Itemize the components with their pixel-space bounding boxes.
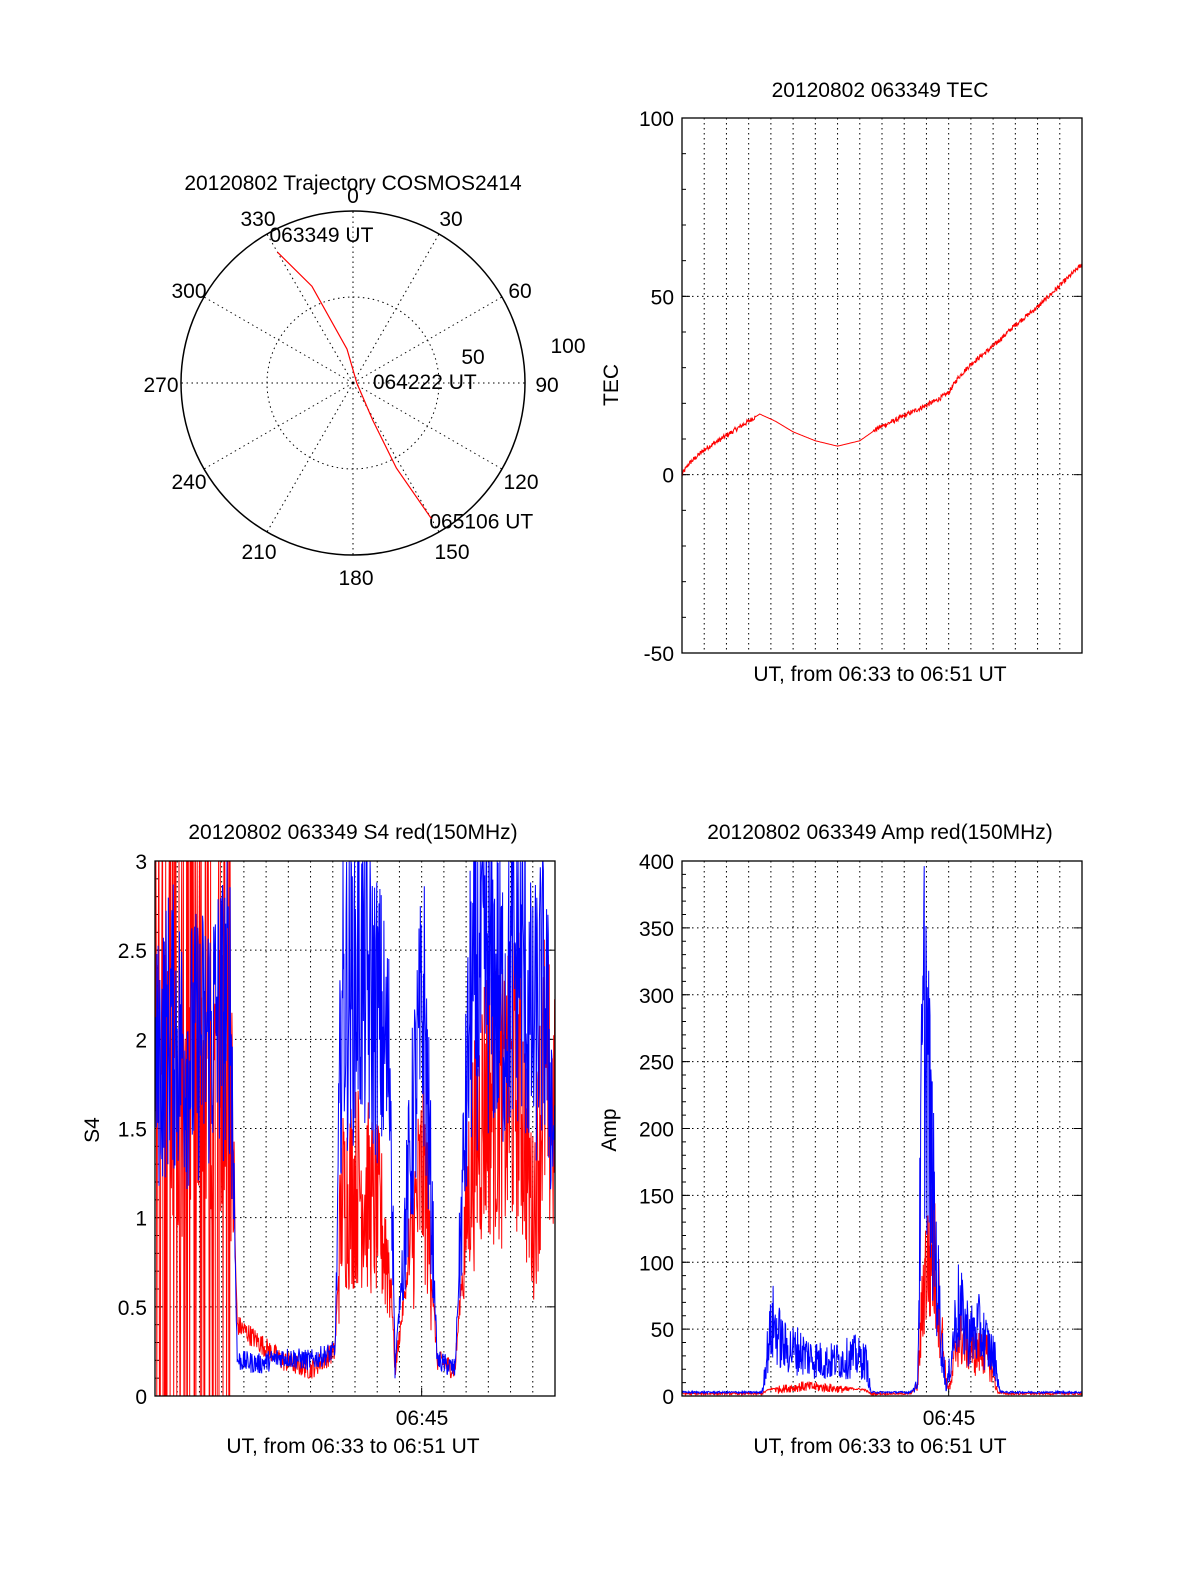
polar-spoke-240 [203,382,354,470]
polar-radial-label-100: 100 [550,335,585,358]
polar-radial-label-50: 50 [461,346,484,369]
s4-xtick-label: 06:45 [396,1407,449,1430]
s4-ytick-label-2.5: 2.5 [118,940,147,963]
s4-panel: 20120802 063349 S4 red(150MHz) 0 0.5 1 1.5 2… [81,821,556,1458]
s4-xlabel: UT, from 06:33 to 06:51 UT [226,1435,479,1458]
tec-ytick-label--50: -50 [644,643,674,666]
polar-azimuth-label-330: 330 [240,208,275,231]
amp-ytick-label-150: 150 [639,1185,674,1208]
amp-ytick-label-350: 350 [639,918,674,941]
amp-plot-frame [681,860,1083,1397]
tec-plot-frame [681,117,1083,654]
amp-ytick-label-400: 400 [639,851,674,874]
s4-ylabel: S4 [81,1117,104,1143]
polar-spoke-300 [203,296,354,384]
s4-ytick-label-1.5: 1.5 [118,1119,147,1142]
polar-azimuth-label-60: 60 [508,280,531,303]
trajectory-label-065106: 065106 UT [429,511,533,534]
polar-azimuth-label-300: 300 [171,280,206,303]
amp-ytick-label-0: 0 [662,1386,674,1409]
s4-ytick-label-3: 3 [135,851,147,874]
polar-spoke-30 [352,233,440,384]
polar-spoke-150 [352,382,440,533]
amp-ytick-label-300: 300 [639,985,674,1008]
amp-xlabel: UT, from 06:33 to 06:51 UT [753,1435,1006,1458]
tec-series-line [681,263,1083,477]
amp-ytick-label-250: 250 [639,1052,674,1075]
tec-panel: 20120802 063349 TEC -50 0 50 100 TEC UT, fr… [600,79,1083,686]
polar-title: 20120802 Trajectory COSMOS2414 [184,172,522,195]
tec-xlabel: UT, from 06:33 to 06:51 UT [753,663,1006,686]
polar-spoke-330 [266,233,354,384]
tec-ytick-label-50: 50 [651,286,674,309]
amp-ytick-label-100: 100 [639,1252,674,1275]
polar-azimuth-label-30: 30 [439,208,462,231]
amp-ytick-label-200: 200 [639,1119,674,1142]
trajectory-track [277,251,432,520]
s4-plot-frame [154,860,556,1397]
trajectory-label-064222: 064222 UT [373,371,477,394]
amp-blue-series-line [681,866,1083,1396]
polar-azimuth-label-180: 180 [338,567,373,590]
polar-azimuth-label-270: 270 [143,374,178,397]
amp-ytick-label-50: 50 [651,1319,674,1342]
s4-ytick-label-0: 0 [135,1386,147,1409]
polar-spoke-210 [266,382,354,533]
tec-title: 20120802 063349 TEC [772,79,989,102]
trajectory-polar-panel: 20120802 Trajectory COSMOS2414 0 30 60 90 12… [143,172,585,590]
s4-blue-series-line [154,860,556,1379]
amp-xtick-label: 06:45 [923,1407,976,1430]
tec-ylabel: TEC [600,364,623,406]
amp-ylabel: Amp [598,1108,621,1151]
polar-azimuth-label-150: 150 [434,541,469,564]
polar-azimuth-label-0: 0 [347,185,359,208]
polar-azimuth-label-90: 90 [535,374,558,397]
polar-spoke-60 [352,296,503,384]
amp-panel: 20120802 063349 Amp red(150MHz) 0 50 100 15… [598,821,1083,1458]
polar-spoke-120 [352,382,503,470]
amp-title: 20120802 063349 Amp red(150MHz) [707,821,1053,844]
s4-ytick-label-0.5: 0.5 [118,1297,147,1320]
s4-ytick-label-1: 1 [135,1208,147,1231]
tec-ytick-label-0: 0 [662,465,674,488]
polar-outer-ring [180,210,526,556]
polar-azimuth-label-240: 240 [171,471,206,494]
tec-ytick-label-100: 100 [639,108,674,131]
polar-azimuth-label-210: 210 [241,541,276,564]
polar-azimuth-label-120: 120 [503,471,538,494]
trajectory-label-063349: 063349 UT [270,224,374,247]
s4-title: 20120802 063349 S4 red(150MHz) [188,821,517,844]
s4-ytick-label-2: 2 [135,1029,147,1052]
